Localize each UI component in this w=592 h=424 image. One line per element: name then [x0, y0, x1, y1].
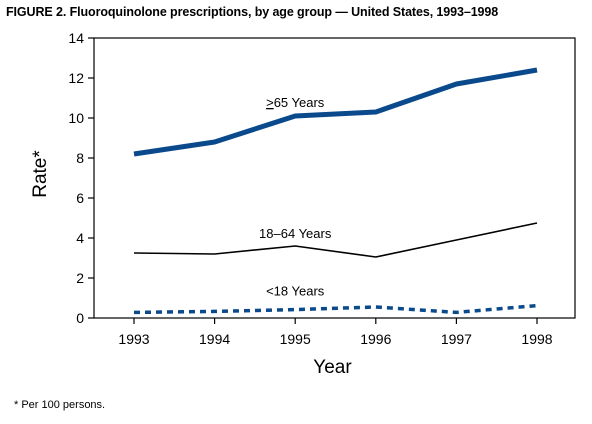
y-tick-label: 2 [76, 270, 84, 286]
y-tick-label: 8 [76, 150, 84, 166]
y-tick-label: 4 [76, 230, 84, 246]
series-label-0: >65 Years [266, 95, 325, 110]
x-axis-title: Year [313, 357, 352, 378]
x-tick-label: 1996 [360, 331, 391, 347]
series-line-1 [133, 222, 538, 258]
series-label-prefix: > [266, 95, 274, 110]
x-tick-label: 1994 [199, 331, 230, 347]
series-label-2: <18 Years [266, 284, 325, 299]
series-label-rest: 65 Years [274, 95, 325, 110]
series-labels: >65 Years 18–64 Years <18 Years [259, 95, 332, 299]
figure-title: FIGURE 2. Fluoroquinolone prescriptions,… [6, 5, 499, 19]
y-axis-title: Rate* [30, 150, 51, 198]
chart-axes: 0 2 4 6 8 10 12 14 1993 1994 1995 1996 1997 1998 Year R… [30, 30, 576, 378]
y-tick-label: 6 [76, 190, 84, 206]
x-tick-label: 1998 [521, 331, 552, 347]
plot-frame [93, 37, 576, 319]
y-tick-label: 12 [68, 70, 84, 86]
x-tick-label: 1995 [280, 331, 311, 347]
x-tick-label: 1997 [441, 331, 472, 347]
y-tick-label: 14 [68, 30, 84, 46]
series-line-0 [133, 67, 538, 157]
series-label-1: 18–64 Years [259, 226, 332, 241]
x-tick-label: 1993 [118, 331, 149, 347]
y-tick-label: 0 [76, 310, 84, 326]
footnote: * Per 100 persons. [14, 399, 106, 411]
series-layer [133, 67, 538, 315]
y-tick-label: 10 [68, 110, 84, 126]
series-line-2 [133, 303, 538, 315]
